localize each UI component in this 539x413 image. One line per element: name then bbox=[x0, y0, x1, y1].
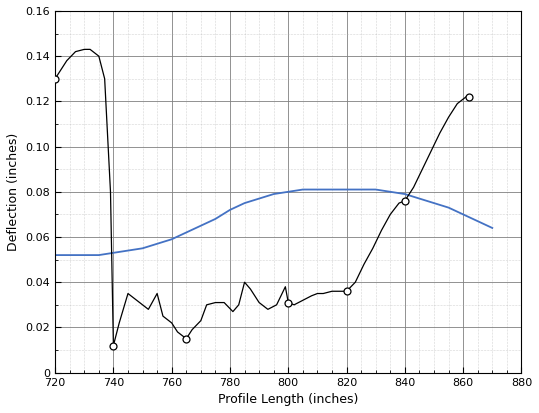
X-axis label: Profile Length (inches): Profile Length (inches) bbox=[218, 393, 358, 406]
Y-axis label: Deflection (inches): Deflection (inches) bbox=[7, 133, 20, 251]
